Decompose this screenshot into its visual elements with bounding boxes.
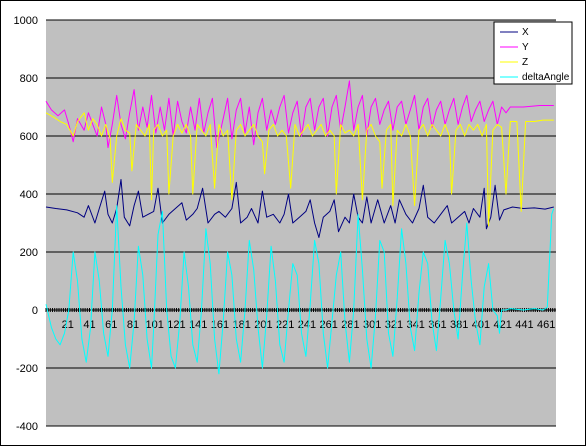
x-tick-label: 121: [167, 319, 185, 331]
y-tick-label: -200: [16, 363, 38, 375]
y-tick-label: 200: [20, 247, 38, 259]
x-tick-label: 261: [320, 319, 338, 331]
y-axis-ticks: -400 -200 0 200 400 600 800 1000: [14, 15, 38, 433]
x-tick-label: 41: [83, 319, 95, 331]
x-tick-label: 281: [341, 319, 359, 331]
legend-label: Y: [522, 42, 529, 53]
x-tick-label: 201: [254, 319, 272, 331]
y-tick-label: 800: [20, 73, 38, 85]
series-line-deltaangle: [45, 205, 555, 375]
x-tick-label: 421: [494, 319, 512, 331]
legend-label: Z: [522, 57, 528, 68]
x-tick-label: 361: [428, 319, 446, 331]
series-line-x: [45, 179, 554, 238]
x-tick-label: 301: [363, 319, 381, 331]
y-tick-label: -400: [16, 421, 38, 433]
x-tick-label: 341: [407, 319, 425, 331]
plot-area: [46, 20, 556, 426]
y-tick-label: 600: [20, 131, 38, 143]
series-lines: [45, 80, 555, 375]
x-tick-label: 181: [233, 319, 251, 331]
y-tick-label: 400: [20, 189, 38, 201]
x-tick-label: 221: [276, 319, 294, 331]
x-tick-label: 141: [189, 319, 207, 331]
y-tick-label: 0: [32, 305, 38, 317]
x-tick-label: 81: [127, 319, 139, 331]
x-axis-ticks: 21 41 61 81 101 121 141 161 181 201 221 241 261 281 30…: [45, 308, 556, 331]
y-tick-label: 1000: [14, 15, 38, 27]
series-line-z: [45, 112, 554, 227]
legend-label: X: [522, 27, 529, 38]
x-tick-label: 21: [62, 319, 74, 331]
x-tick-label: 441: [515, 319, 533, 331]
x-minor-ticks: [45, 308, 556, 312]
legend-label: deltaAngle: [522, 72, 570, 83]
x-tick-label: 101: [146, 319, 164, 331]
x-tick-label: 161: [211, 319, 229, 331]
x-tick-label: 461: [537, 319, 555, 331]
x-tick-label: 241: [298, 319, 316, 331]
x-tick-label: 321: [385, 319, 403, 331]
